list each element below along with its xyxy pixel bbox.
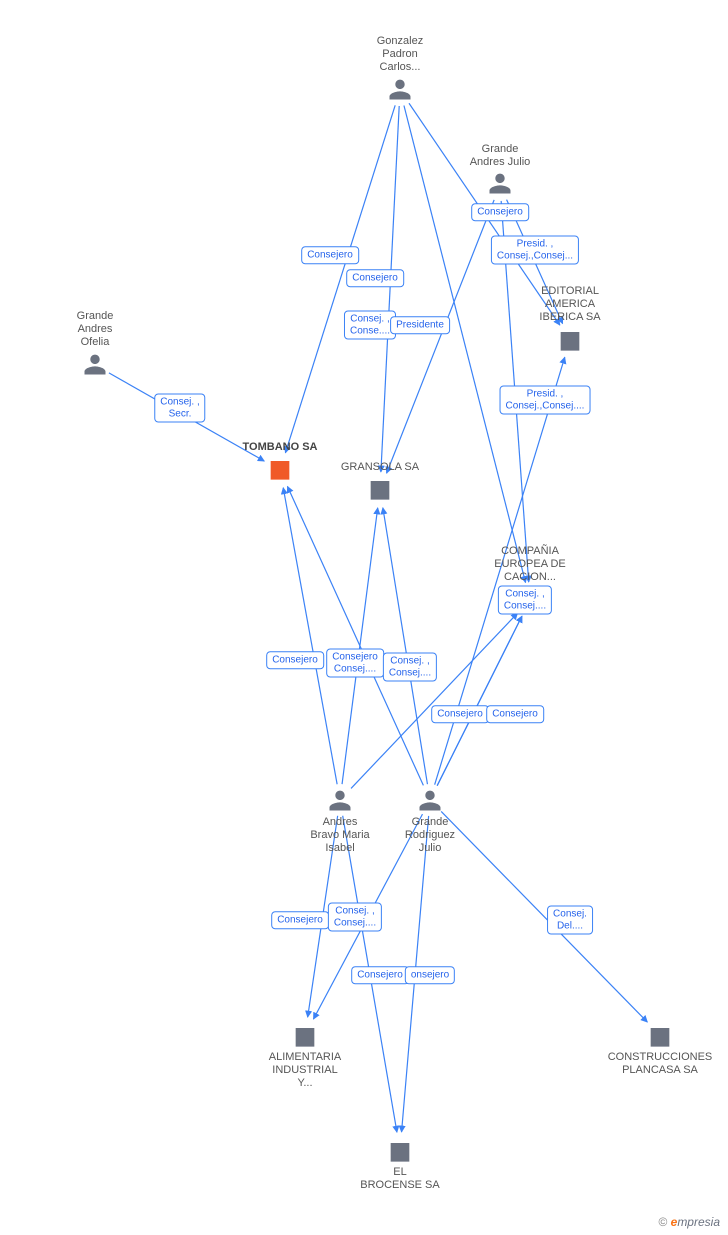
person-node-rodriguez[interactable]: GrandeRodriguezJulio	[375, 786, 485, 856]
node-label: GrandeRodriguezJulio	[375, 816, 485, 856]
person-icon	[486, 169, 514, 197]
node-label: GrandeAndres Julio	[445, 143, 555, 169]
person-node-ofelia[interactable]: GrandeAndresOfelia	[40, 308, 150, 378]
edge-line	[351, 613, 518, 788]
edge-label: Consej. ,Consej....	[383, 653, 437, 682]
edge-line	[387, 200, 495, 473]
edge-label: Consej. ,Secr.	[154, 394, 205, 423]
person-node-gonzalez[interactable]: GonzalezPadronCarlos...	[345, 33, 455, 103]
edge-label: Consejero	[486, 705, 544, 723]
edge-label: Consejero	[266, 651, 324, 669]
building-icon	[386, 1136, 414, 1164]
edge-label: Presidente	[390, 316, 450, 334]
node-label: TOMBANO SA	[225, 441, 335, 454]
node-label: GRANSOLA SA	[325, 461, 435, 474]
building-icon	[291, 1021, 319, 1049]
person-node-julio_top[interactable]: GrandeAndres Julio	[445, 141, 555, 197]
building-icon	[266, 454, 294, 482]
person-icon	[416, 786, 444, 814]
edge-label: Consej. ,Consej....	[328, 903, 382, 932]
person-icon	[386, 75, 414, 103]
node-label: COMPAÑIAEUROPEA DECACION...	[475, 545, 585, 585]
edge-label: Presid. ,Consej.,Consej...	[491, 236, 579, 265]
company-node-alimentaria[interactable]: ALIMENTARIAINDUSTRIALY...	[250, 1021, 360, 1091]
edge-line	[283, 488, 337, 785]
node-label: GonzalezPadronCarlos...	[345, 35, 455, 75]
network-canvas: GonzalezPadronCarlos... GrandeAndres Juli…	[0, 0, 728, 1235]
edge-label: Consej. ,Consej....	[498, 586, 552, 615]
edge-label: ConsejeroConsej....	[326, 649, 384, 678]
company-node-brocense[interactable]: ELBROCENSE SA	[345, 1136, 455, 1192]
edge-label: Consejero	[301, 246, 359, 264]
copyright-symbol: ©	[658, 1215, 667, 1229]
edge-label: Consejero	[351, 966, 409, 984]
person-icon	[81, 350, 109, 378]
node-label: EDITORIALAMERICAIBERICA SA	[515, 285, 625, 325]
edge-line	[437, 616, 522, 786]
edge-line	[383, 508, 428, 784]
edge-label: Consejero	[431, 705, 489, 723]
node-label: ALIMENTARIAINDUSTRIALY...	[250, 1051, 360, 1091]
building-icon	[556, 325, 584, 353]
edge-label: Presid. ,Consej.,Consej....	[500, 386, 591, 415]
brand-rest: mpresia	[677, 1215, 720, 1229]
edge-line	[437, 616, 522, 786]
company-node-tombano[interactable]: TOMBANO SA	[225, 439, 335, 482]
edge-line	[287, 486, 423, 785]
node-label: ELBROCENSE SA	[345, 1166, 455, 1192]
edge-label: Consejero	[271, 911, 329, 929]
edge-label: Consejero	[471, 203, 529, 221]
edge-label: Consej. ,Conse....	[344, 311, 396, 340]
company-node-gransola[interactable]: GRANSOLA SA	[325, 459, 435, 502]
edge-label: onsejero	[405, 966, 455, 984]
node-label: CONSTRUCCIONESPLANCASA SA	[605, 1051, 715, 1077]
building-icon	[646, 1021, 674, 1049]
person-icon	[326, 786, 354, 814]
edge-label: Consejero	[346, 269, 404, 287]
company-node-editorial[interactable]: EDITORIALAMERICAIBERICA SA	[515, 283, 625, 353]
edge-line	[342, 508, 378, 784]
footer-copyright: © empresia	[658, 1215, 720, 1229]
company-node-plancasa[interactable]: CONSTRUCCIONESPLANCASA SA	[605, 1021, 715, 1077]
building-icon	[366, 474, 394, 502]
node-label: GrandeAndresOfelia	[40, 310, 150, 350]
edge-label: Consej.Del....	[547, 906, 593, 935]
edge-line	[381, 106, 399, 472]
